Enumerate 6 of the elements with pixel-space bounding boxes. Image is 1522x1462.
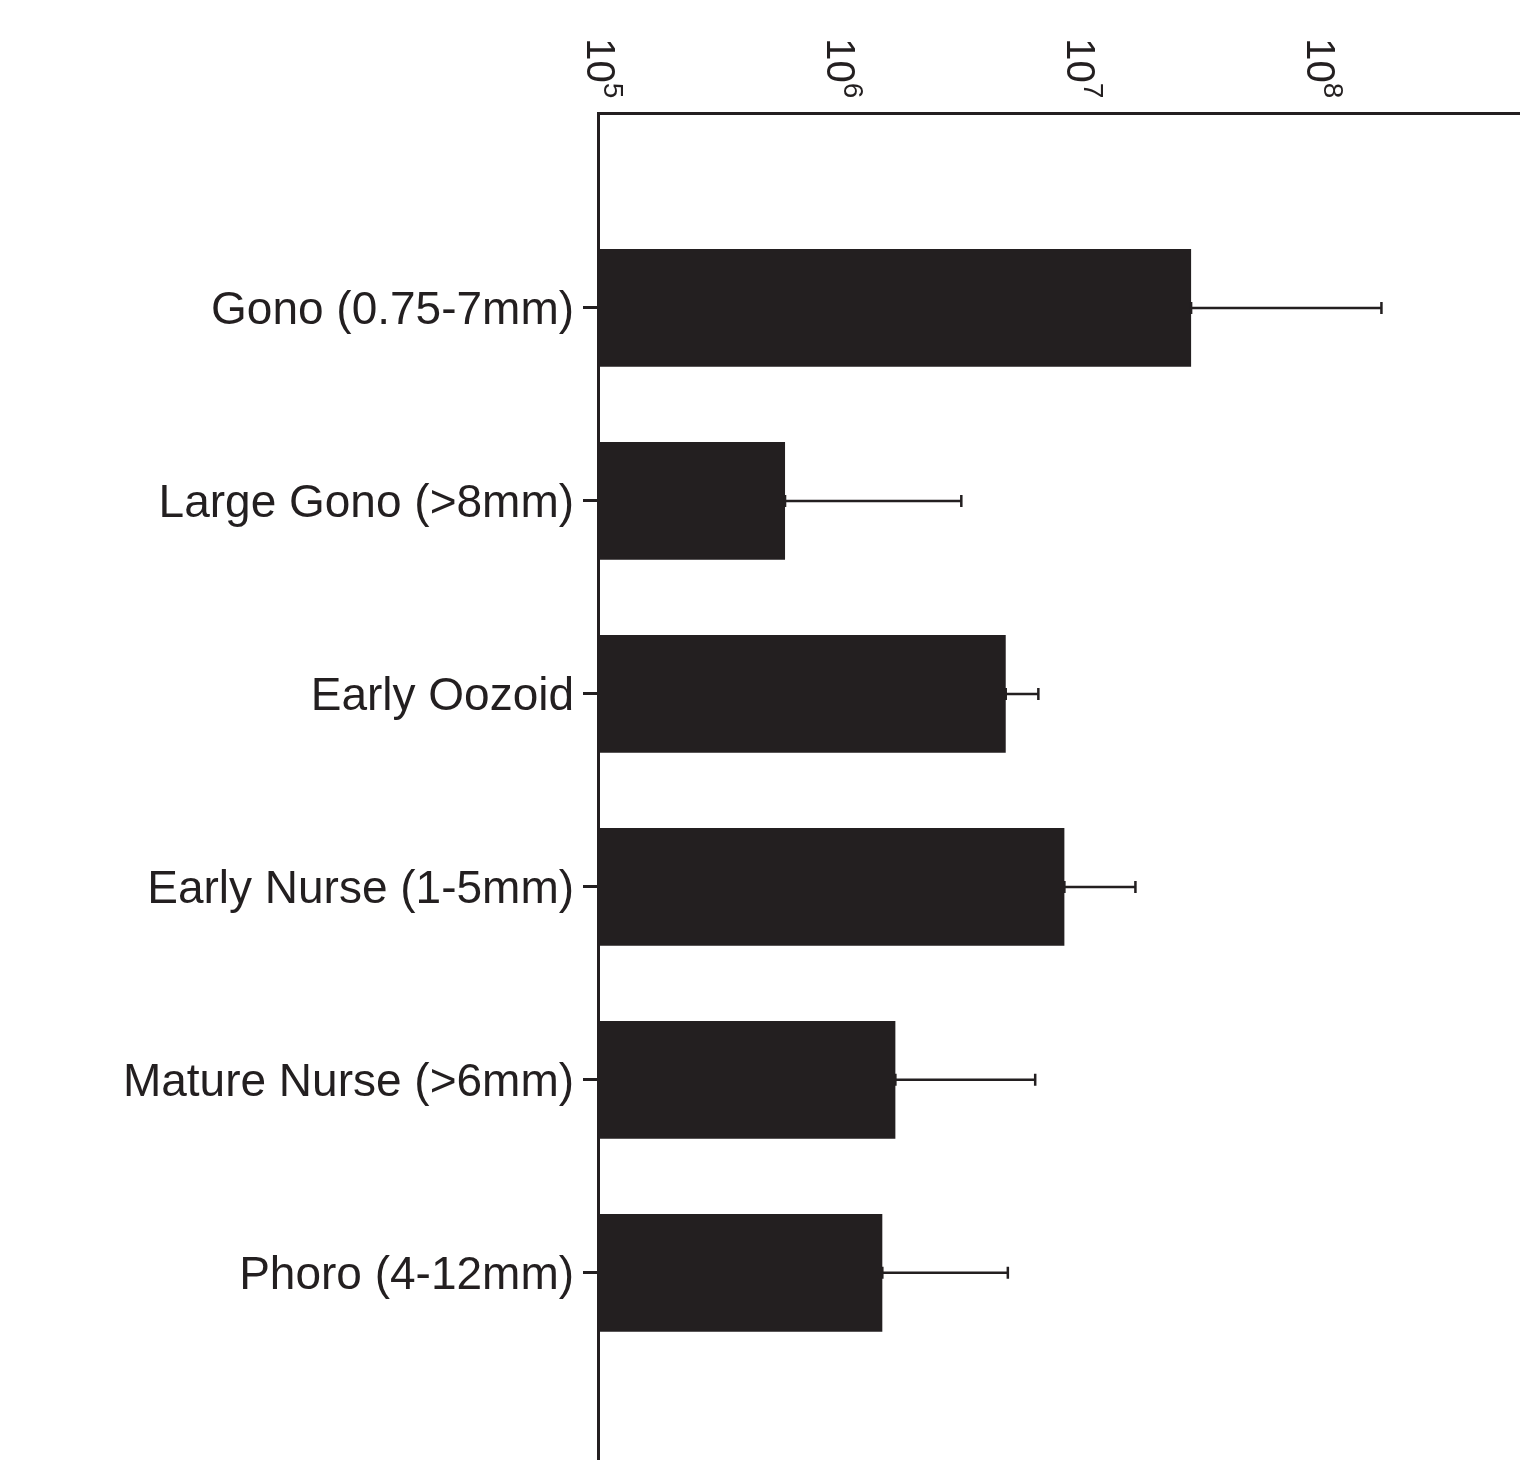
y-tick-label: Phoro (4-12mm) <box>239 1246 575 1299</box>
y-tick-label: Early Oozoid <box>310 668 575 721</box>
y-tick-label: Early Nurse (1-5mm) <box>147 860 575 913</box>
y-tick-label: Mature Nurse (>6mm) <box>122 1053 575 1106</box>
y-tick-label: Large Gono (>8mm) <box>158 475 575 528</box>
y-tick-label: Gono (0.75-7mm) <box>211 282 575 335</box>
